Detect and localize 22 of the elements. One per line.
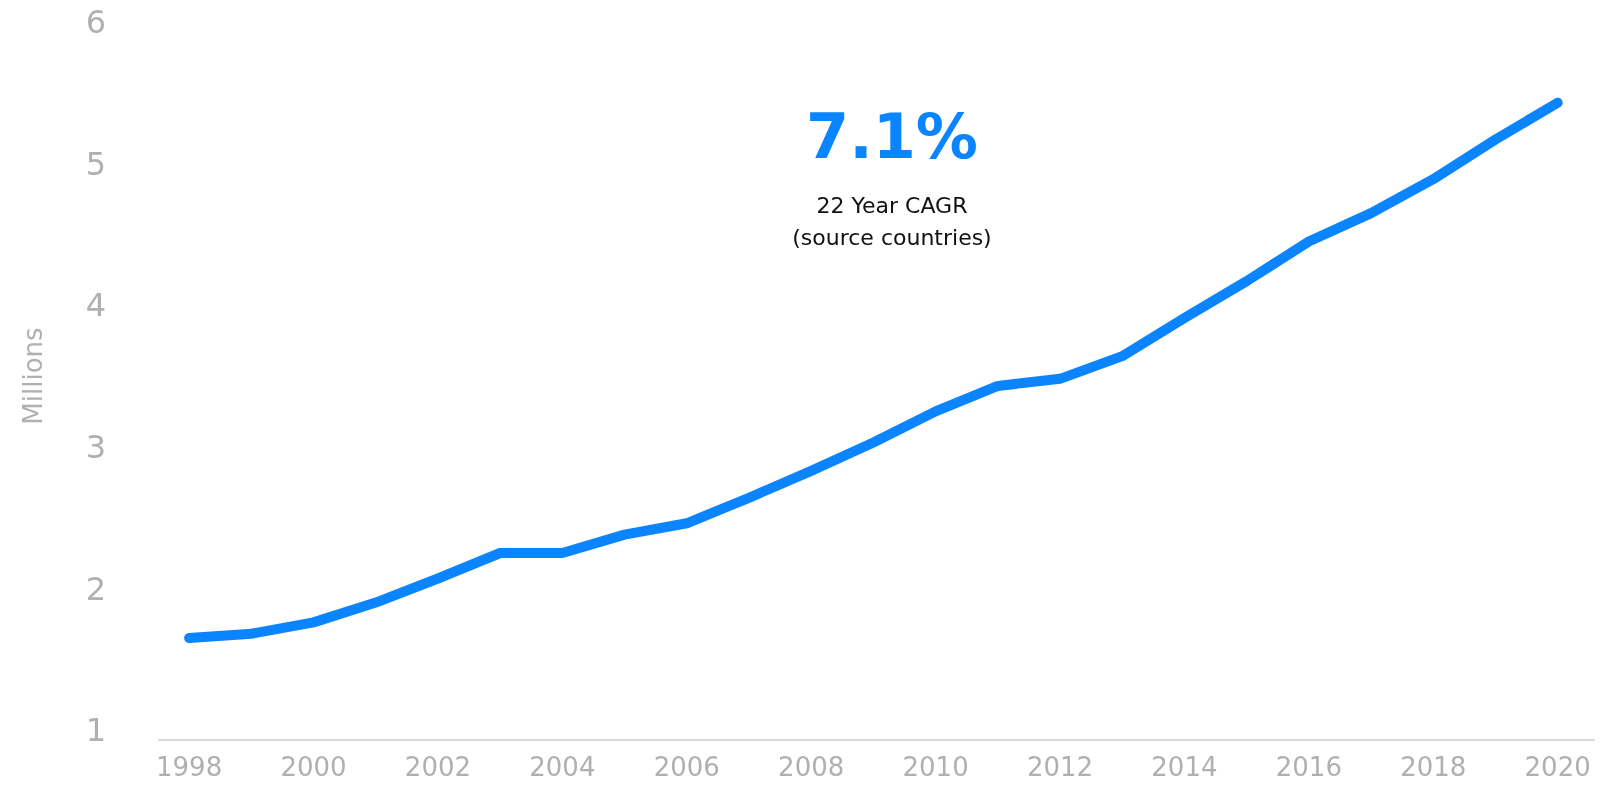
x-tick-label: 2018	[1400, 752, 1467, 782]
y-tick-label: 3	[85, 428, 107, 466]
y-tick-label: 4	[85, 286, 107, 325]
x-tick-label: 2012	[1026, 752, 1094, 782]
y-tick-label: 5	[85, 144, 107, 183]
y-axis-title: Millions	[18, 327, 48, 425]
x-tick-label: 2016	[1275, 752, 1342, 782]
annotation: (source countries)	[792, 225, 992, 250]
x-tick-label: 2020	[1524, 752, 1591, 782]
x-tick-label: 2006	[653, 752, 720, 782]
y-tick-label: 2	[85, 569, 107, 608]
annotation: 22 Year CAGR	[816, 193, 968, 218]
x-tick-label: 2014	[1151, 752, 1218, 782]
y-tick-label: 6	[85, 3, 107, 42]
x-tick-label: 1998	[156, 752, 223, 782]
y-tick-label: 1	[85, 711, 107, 750]
x-tick-label: 2002	[404, 752, 472, 782]
annotation: 7.1%	[806, 100, 978, 173]
x-tick-label: 2004	[529, 752, 596, 782]
x-tick-label: 2000	[280, 752, 347, 782]
x-tick-label: 2010	[902, 752, 969, 782]
x-tick-label: 2008	[778, 752, 845, 782]
